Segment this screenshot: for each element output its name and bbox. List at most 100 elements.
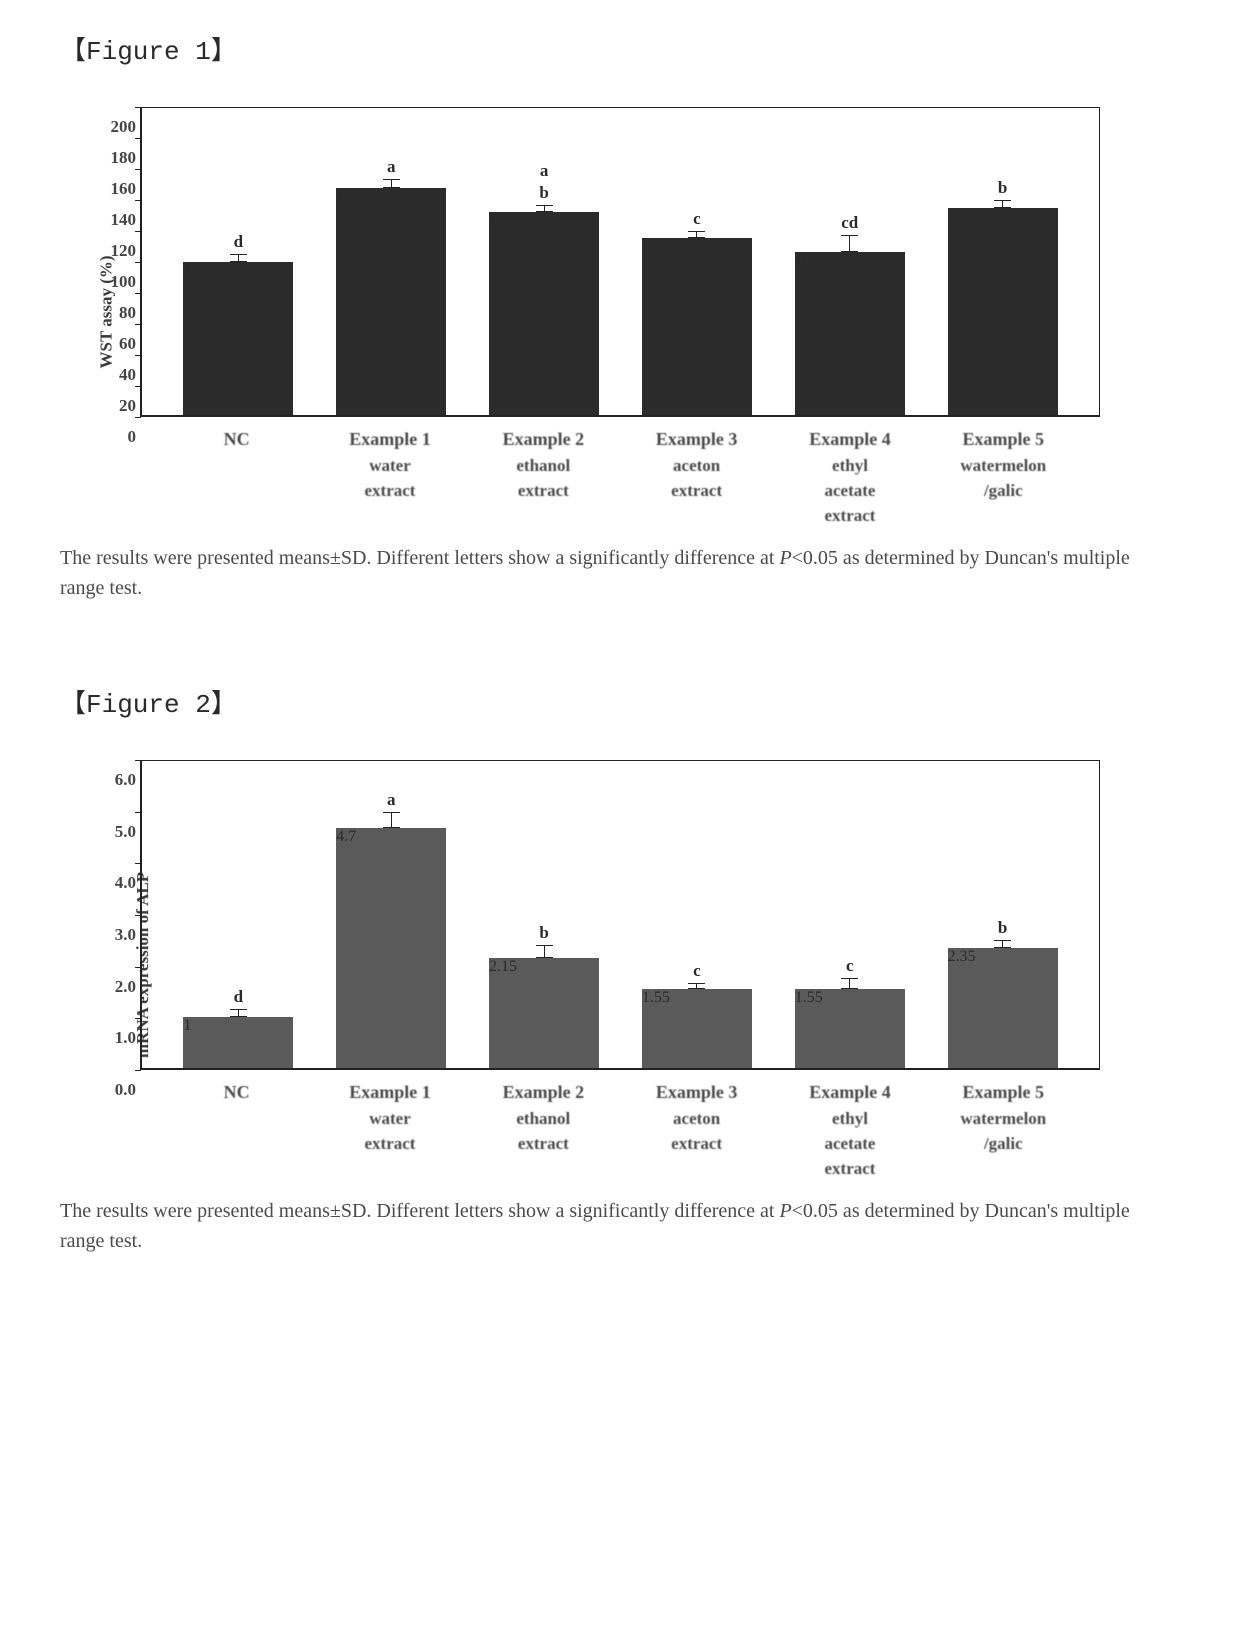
error-bar — [544, 945, 545, 958]
y-tick-label: 200 — [100, 117, 136, 137]
y-tick-label: 1.0 — [100, 1028, 136, 1048]
bar: 2.15 — [489, 958, 599, 1068]
bar-slot: d1 — [162, 761, 315, 1068]
bars-row: d1a4.7b2.15c1.55c1.55b2.35 — [142, 761, 1099, 1068]
chart: mRNA expression of ALPd1a4.7b2.15c1.55c1… — [60, 750, 1120, 1180]
significance-letter: d — [234, 232, 243, 252]
x-label-secondary: ethyl — [773, 1108, 926, 1129]
x-labels: NCExample 1waterextractExample 2ethanole… — [140, 1075, 1100, 1180]
bar: 148 — [336, 188, 446, 415]
x-label-primary: Example 5 — [927, 428, 1080, 451]
figure-title: 【Figure 1】 — [60, 30, 1180, 67]
x-label: Example 5 watermelon/galic — [927, 1075, 1080, 1180]
x-label-primary: Example 4 — [773, 428, 926, 451]
x-label-secondary: extract — [467, 480, 620, 501]
x-label-secondary: extract — [467, 1133, 620, 1154]
bar-slot: d 100 — [162, 108, 315, 415]
y-tick-label: 40 — [100, 365, 136, 385]
x-label: Example 5 watermelon/galic — [927, 422, 1080, 527]
x-label: Example 3acetonextract — [620, 1075, 773, 1180]
error-bar — [696, 231, 697, 239]
bar: 106 — [795, 252, 905, 415]
x-label-secondary: aceton — [620, 455, 773, 476]
x-label-secondary: ethyl — [773, 455, 926, 476]
significance-letter: c — [693, 961, 701, 981]
significance-letter: a — [387, 157, 396, 177]
x-label: Example 4 ethyl acetate extract — [773, 1075, 926, 1180]
bar: 1.55 — [795, 989, 905, 1068]
y-tick-mark — [135, 169, 141, 170]
bar: 1.55 — [642, 989, 752, 1068]
error-bar — [238, 254, 239, 262]
chart: WST assay (%)d100a148ab132c115cd106b1350… — [60, 97, 1120, 527]
x-label-secondary: acetate — [773, 480, 926, 501]
x-label: NC — [160, 1075, 313, 1180]
x-label: Example 1waterextract — [313, 422, 466, 527]
x-label-secondary: acetate — [773, 1133, 926, 1154]
x-label-primary: Example 2 — [467, 1081, 620, 1104]
figures-root: 【Figure 1】WST assay (%)d100a148ab132c115… — [60, 30, 1180, 1256]
significance-letter: b — [998, 918, 1007, 938]
y-tick-label: 5.0 — [100, 822, 136, 842]
error-bar — [1002, 200, 1003, 208]
y-tick-label: 0 — [100, 427, 136, 447]
x-label-primary: Example 3 — [620, 428, 773, 451]
error-bar — [391, 179, 392, 188]
y-tick-mark — [135, 967, 141, 968]
x-label-secondary: /galic — [927, 1133, 1080, 1154]
y-tick-mark — [135, 138, 141, 139]
significance-letter: c — [693, 209, 701, 229]
caption-text: The results were presented means±SD. Dif… — [60, 1200, 779, 1222]
error-bar — [849, 978, 850, 988]
y-tick-label: 140 — [100, 210, 136, 230]
bar: 135 — [948, 208, 1058, 415]
y-tick-label: 4.0 — [100, 873, 136, 893]
y-tick-mark — [135, 293, 141, 294]
bar-slot: a 148 — [315, 108, 468, 415]
plot-area: d100a148ab132c115cd106b135 — [140, 107, 1100, 417]
y-tick-label: 120 — [100, 241, 136, 261]
figure-caption: The results were presented means±SD. Dif… — [60, 1196, 1140, 1256]
y-tick-label: 0.0 — [100, 1080, 136, 1100]
x-label-secondary: extract — [620, 1133, 773, 1154]
significance-letter: b — [998, 178, 1007, 198]
x-label: Example 2ethanolextract — [467, 422, 620, 527]
bars-row: d100a148ab132c115cd106b135 — [142, 108, 1099, 415]
x-label-primary: Example 4 — [773, 1081, 926, 1104]
significance-letter: b — [539, 923, 548, 943]
x-label-secondary: extract — [620, 480, 773, 501]
x-label-secondary: water — [313, 455, 466, 476]
significance-letter: b — [539, 183, 548, 203]
bar-slot: c 1.55 — [620, 761, 773, 1068]
x-labels: NCExample 1waterextractExample 2ethanole… — [140, 422, 1100, 527]
y-tick-mark — [135, 1070, 141, 1071]
y-tick-mark — [135, 915, 141, 916]
y-tick-label: 2.0 — [100, 977, 136, 997]
y-tick-mark — [135, 863, 141, 864]
plot-area: d1a4.7b2.15c1.55c1.55b2.35 — [140, 760, 1100, 1070]
x-label-primary: Example 1 — [313, 1081, 466, 1104]
bar-slot: cd106 — [773, 108, 926, 415]
x-label-secondary: watermelon — [927, 455, 1080, 476]
y-tick-mark — [135, 760, 141, 761]
bar-slot: b 2.15 — [468, 761, 621, 1068]
significance-letter: c — [846, 956, 854, 976]
error-bar — [544, 205, 545, 213]
bar-slot: c 1.55 — [773, 761, 926, 1068]
y-tick-mark — [135, 262, 141, 263]
x-label-secondary: watermelon — [927, 1108, 1080, 1129]
x-label-secondary: /galic — [927, 480, 1080, 501]
bar-slot: c115 — [620, 108, 773, 415]
y-tick-label: 100 — [100, 272, 136, 292]
x-label-secondary: extract — [313, 1133, 466, 1154]
figure-caption: The results were presented means±SD. Dif… — [60, 543, 1140, 603]
x-label-secondary: extract — [773, 1158, 926, 1179]
y-tick-mark — [135, 324, 141, 325]
caption-p-italic: P — [779, 547, 791, 569]
caption-p-italic: P — [779, 1200, 791, 1222]
y-tick-mark — [135, 417, 141, 418]
y-tick-mark — [135, 812, 141, 813]
bar: 100 — [183, 262, 293, 416]
y-tick-mark — [135, 355, 141, 356]
x-label-primary: Example 5 — [927, 1081, 1080, 1104]
